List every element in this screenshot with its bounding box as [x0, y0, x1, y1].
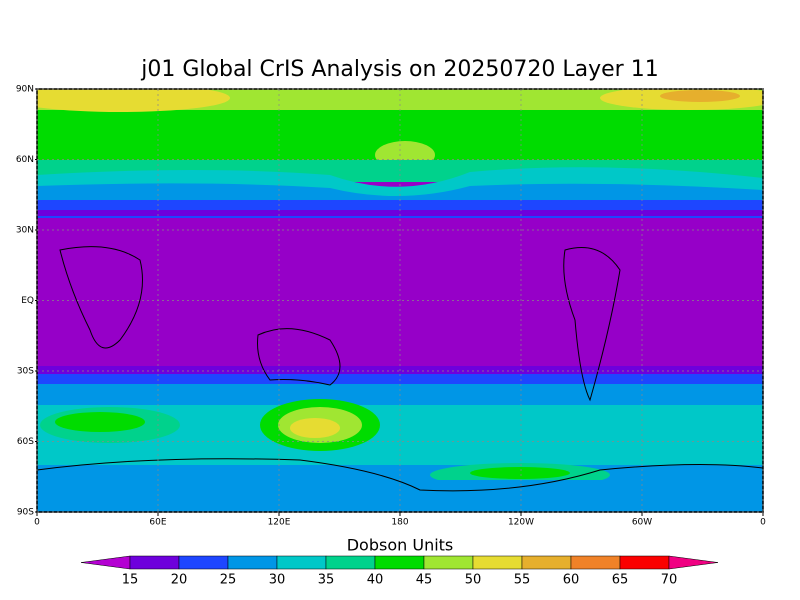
colorbar-tick-label: 50: [465, 573, 482, 588]
x-tick-label: 120E: [268, 518, 291, 528]
x-tick-label: 60W: [632, 518, 652, 528]
colorbar-box: [178, 555, 229, 570]
x-tick-label: 0: [34, 518, 40, 528]
colorbar-tick-label: 15: [122, 573, 139, 588]
ozone-field: [37, 89, 763, 512]
y-tick-label: 30S: [17, 367, 34, 377]
colorbar-tick-label: 25: [220, 573, 237, 588]
y-tick-label: 60N: [16, 155, 34, 165]
colorbar-tick-label: 45: [416, 573, 433, 588]
colorbar-box: [423, 555, 474, 570]
colorbar-box: [521, 555, 572, 570]
colorbar-over: [668, 555, 719, 570]
colorbar-tick-label: 55: [514, 573, 531, 588]
colorbar-box: [276, 555, 327, 570]
colorbar-tick-label: 65: [612, 573, 629, 588]
colorbar-box: [472, 555, 523, 570]
colorbar-box: [374, 555, 425, 570]
colorbar-tick-label: 40: [367, 573, 384, 588]
y-tick-label: 30N: [16, 226, 34, 236]
colorbar-box: [129, 555, 180, 570]
y-tick-label: 90N: [16, 85, 34, 95]
colorbar-tick-label: 60: [563, 573, 580, 588]
colorbar-box: [325, 555, 376, 570]
x-tick-label: 0: [760, 518, 766, 528]
y-tick-label: 90S: [17, 508, 34, 518]
y-tick-label: EQ: [21, 296, 34, 306]
colorbar-tick-label: 70: [661, 573, 678, 588]
colorbar-box: [570, 555, 621, 570]
title: j01 Global CrIS Analysis on 20250720 Lay…: [140, 57, 658, 82]
x-tick-label: 120W: [508, 518, 534, 528]
colorbar-tick-label: 35: [318, 573, 335, 588]
x-tick-label: 60E: [149, 518, 166, 528]
colorbar-under: [80, 555, 131, 570]
colorbar-box: [619, 555, 670, 570]
y-tick-label: 60S: [17, 437, 34, 447]
colorbar-label: Dobson Units: [347, 536, 454, 555]
colorbar-tick-label: 20: [171, 573, 188, 588]
colorbar-box: [227, 555, 278, 570]
x-tick-label: 180: [391, 518, 408, 528]
colorbar-tick-label: 30: [269, 573, 286, 588]
